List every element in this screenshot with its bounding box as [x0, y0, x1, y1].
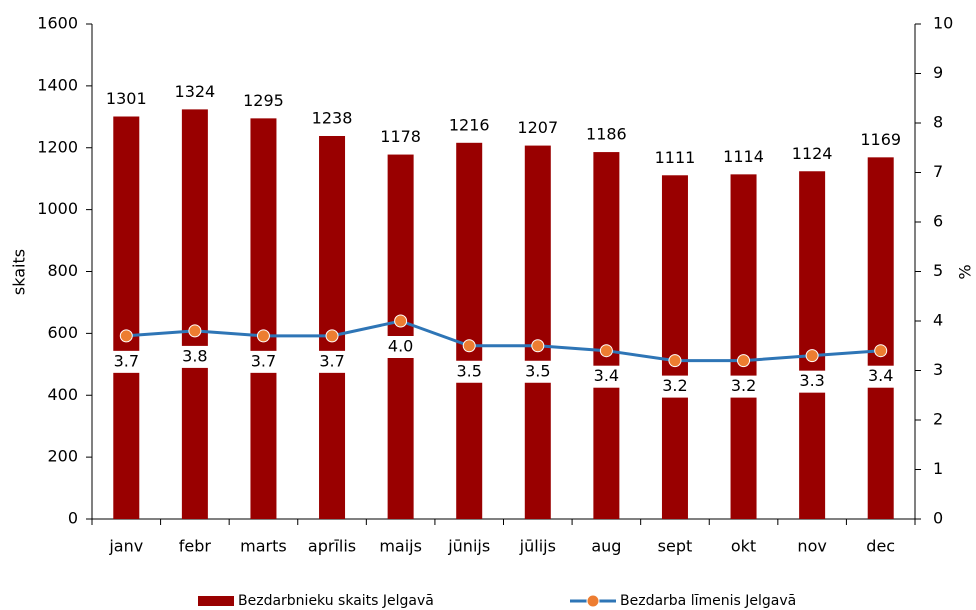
marker — [531, 339, 545, 353]
marker — [805, 349, 819, 363]
bar-value-label: 1178 — [380, 127, 421, 146]
bar-value-label: 1169 — [860, 130, 901, 149]
label-background — [794, 370, 831, 393]
bar-value-label: 1111 — [655, 148, 696, 167]
line-value-label: 3.2 — [731, 376, 756, 395]
y-tick-label: 1400 — [37, 75, 78, 94]
legend-label: Bezdarba līmenis Jelgavā — [620, 593, 796, 609]
marker — [394, 314, 408, 328]
legend-marker — [586, 594, 600, 608]
label-background — [862, 365, 899, 388]
y2-tick-label: 1 — [933, 459, 943, 478]
bar-value-label: 1238 — [312, 108, 353, 127]
line-value-label: 3.7 — [114, 351, 139, 370]
line — [126, 319, 881, 363]
y2-tick-label: 5 — [933, 261, 943, 280]
y-tick-label: 0 — [68, 509, 78, 528]
bar-value-label: 1114 — [723, 147, 764, 166]
label-background — [108, 350, 145, 373]
label-background — [382, 336, 419, 358]
label-background — [176, 345, 213, 368]
marker — [462, 339, 476, 353]
label-background — [656, 375, 693, 398]
bar — [867, 157, 894, 519]
x-tick-label: aprīlis — [308, 537, 356, 556]
label-background — [451, 360, 488, 383]
marker — [325, 329, 339, 343]
bar — [593, 152, 620, 520]
x-tick-label: dec — [866, 537, 895, 556]
label-background — [314, 350, 351, 373]
y-tick-label: 600 — [47, 323, 78, 342]
y2-tick-label: 10 — [933, 14, 953, 33]
label-background — [725, 375, 762, 398]
legend-label: Bezdarbnieku skaits Jelgavā — [238, 593, 434, 609]
marker — [256, 329, 270, 343]
y2-tick-label: 6 — [933, 212, 943, 231]
y-tick-label: 800 — [47, 261, 78, 280]
y2-tick-label: 2 — [933, 410, 943, 429]
y2-tick-label: 9 — [933, 63, 943, 82]
marker — [737, 354, 751, 368]
bar — [524, 145, 551, 519]
y-tick-label: 1600 — [37, 14, 78, 33]
x-tick-label: aug — [591, 537, 621, 556]
bar-value-label: 1324 — [175, 82, 216, 101]
y2-tick-label: 4 — [933, 311, 943, 330]
x-tick-label: maijs — [379, 537, 422, 556]
y-tick-label: 1000 — [37, 199, 78, 218]
line-value-label: 3.5 — [456, 361, 481, 380]
bar-value-label: 1295 — [243, 91, 284, 110]
bar-value-label: 1216 — [449, 115, 490, 134]
marker — [668, 354, 682, 368]
line-value-label: 3.7 — [251, 351, 276, 370]
bar — [799, 171, 826, 519]
x-tick-label: okt — [731, 537, 756, 556]
y-tick-label: 1200 — [37, 137, 78, 156]
line-value-label: 3.4 — [594, 366, 619, 385]
marker — [874, 344, 888, 358]
legend-swatch — [198, 596, 234, 606]
bar — [113, 116, 140, 520]
bar — [730, 174, 757, 519]
line-value-label: 3.4 — [868, 366, 893, 385]
y-axis-label: skaits — [10, 249, 29, 295]
x-tick-label: jūnijs — [447, 537, 490, 556]
label-background — [519, 360, 556, 383]
line-value-label: 3.5 — [525, 361, 550, 380]
bar — [661, 175, 688, 520]
line-value-label: 3.3 — [799, 371, 824, 390]
y2-tick-label: 7 — [933, 162, 943, 181]
x-tick-label: janv — [108, 537, 143, 556]
bar — [181, 109, 208, 519]
bar-value-label: 1124 — [792, 144, 833, 163]
y2-axis-label: % — [956, 264, 975, 279]
marker — [188, 324, 202, 338]
y2-tick-label: 0 — [933, 509, 943, 528]
line-value-label: 3.7 — [319, 351, 344, 370]
x-tick-label: marts — [240, 537, 287, 556]
y-tick-label: 200 — [47, 447, 78, 466]
y2-tick-label: 3 — [933, 360, 943, 379]
bar — [319, 135, 346, 519]
bar — [456, 142, 483, 520]
bar — [250, 118, 277, 519]
line-value-label: 4.0 — [388, 337, 413, 356]
y-tick-label: 400 — [47, 385, 78, 404]
marker — [599, 344, 613, 358]
bar-value-label: 1207 — [517, 118, 558, 137]
x-tick-label: jūlijs — [519, 537, 556, 556]
x-tick-label: nov — [797, 537, 826, 556]
bar-value-label: 1186 — [586, 125, 627, 144]
line-value-label: 3.8 — [182, 346, 207, 365]
x-tick-label: febr — [179, 537, 212, 556]
label-background — [588, 365, 625, 388]
line-value-label: 3.2 — [662, 376, 687, 395]
y2-tick-label: 8 — [933, 113, 943, 132]
marker — [119, 329, 133, 343]
label-background — [245, 350, 282, 373]
bar-value-label: 1301 — [106, 89, 147, 108]
x-tick-label: sept — [658, 537, 693, 556]
